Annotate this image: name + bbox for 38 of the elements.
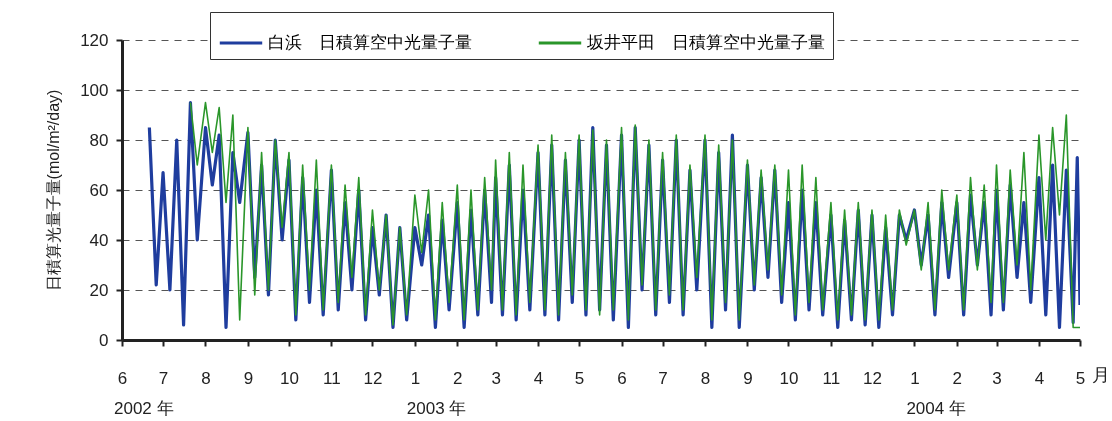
y-tick-label: 20 [89,280,109,300]
x-tick-label: 6 [617,368,627,388]
x-tick-label: 8 [700,368,711,388]
y-tick-label: 80 [89,130,109,150]
y-tick-label: 120 [80,30,109,50]
x-tick-label: 3 [491,368,501,388]
y-axis-title: 日積算光量子量(mol/m²/day) [45,89,63,292]
y-tick-label: 40 [89,230,109,250]
y-tick-label: 60 [89,180,109,200]
x-tick-label: 7 [158,368,169,388]
x-tick-label: 11 [822,368,841,388]
x-tick-label: 10 [779,368,799,388]
x-tick-label: 7 [658,368,668,388]
y-tick-label: 100 [80,80,109,100]
x-tick-label: 4 [1034,368,1045,388]
x-tick-label: 3 [992,368,1002,388]
x-tick-label: 1 [410,368,421,388]
x-tick-label: 8 [201,368,211,388]
x-tick-label: 2 [453,368,463,388]
x-tick-label: 1 [910,368,920,388]
x-tick-label: 12 [863,368,882,388]
legend-label: 白浜 日積算空中光量子量 [268,33,472,52]
x-tick-label: 6 [117,368,128,388]
x-tick-label: 5 [1075,368,1086,388]
x-axis-title: 月 [1091,364,1110,385]
x-tick-label: 12 [363,368,383,388]
text: 2002 年 [114,399,174,418]
y-tick-label: 0 [99,330,109,350]
legend-label: 坂井平田 日積算空中光量子量 [586,33,825,52]
x-tick-label: 11 [323,368,341,388]
text: 2004 年 [906,399,966,418]
x-tick-label: 5 [574,368,585,388]
x-tick-label: 10 [280,368,299,388]
x-tick-label: 9 [243,368,254,388]
x-tick-label: 4 [533,368,544,388]
x-tick-label: 9 [743,368,753,388]
x-tick-label: 2 [952,368,963,388]
text: 2003 年 [406,399,467,418]
